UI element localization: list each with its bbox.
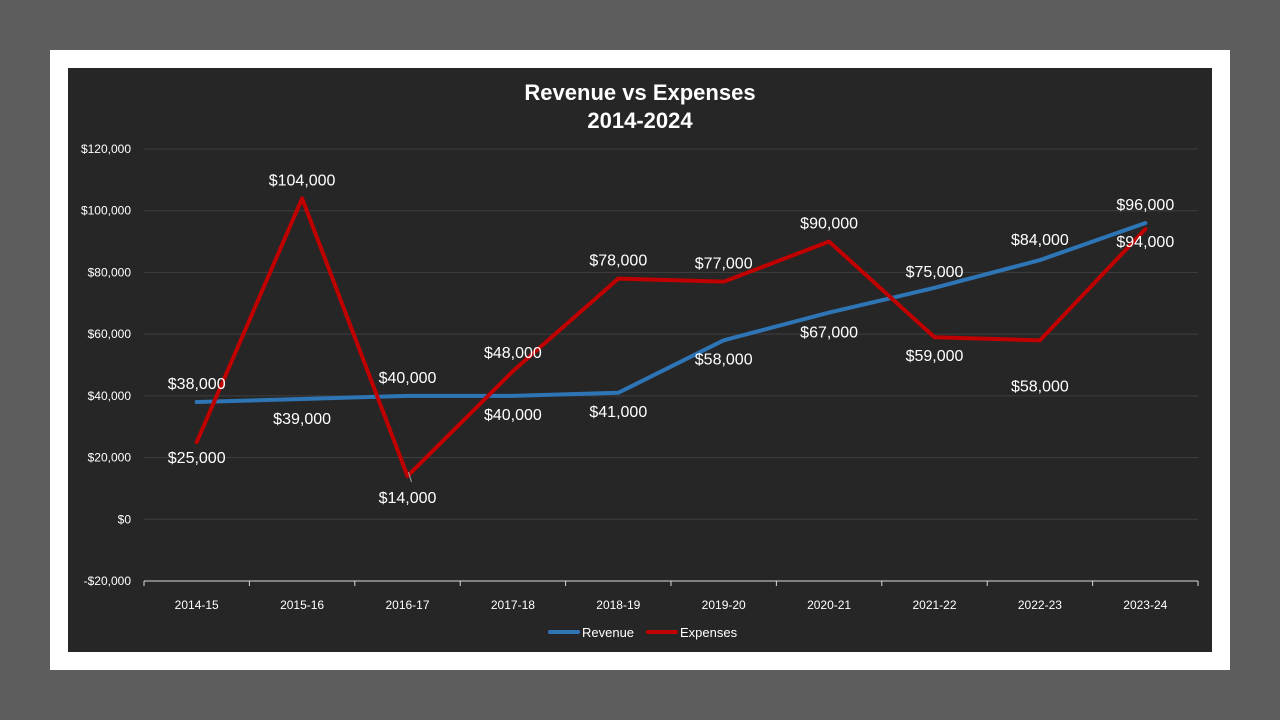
x-axis: 2014-15 2015-16 2016-17 2017-18 2018-19 2019-… [143,580,1199,612]
y-tick-label: -$20,000 [84,574,132,588]
gridlines [144,148,1198,520]
chart-frame: Revenue vs Expenses 2014-2024 -$20,000 $0… [50,50,1230,670]
data-label-revenue: $96,000 [1116,197,1174,214]
y-tick-label: $40,000 [88,389,132,403]
line-chart: Revenue vs Expenses 2014-2024 -$20,000 $0… [81,80,1199,640]
x-tick-label: 2022-23 [1018,598,1062,612]
data-label-revenue: $41,000 [589,404,647,421]
x-tick-label: 2023-24 [1123,598,1167,612]
chart-title: Revenue vs Expenses [524,80,755,105]
data-label-revenue: $58,000 [695,351,753,368]
y-tick-label: $100,000 [81,204,131,218]
data-label-revenue: $84,000 [1011,232,1069,249]
data-label-expenses: $104,000 [269,172,336,189]
data-label-expenses: $78,000 [589,253,647,270]
data-label-expenses: $58,000 [1011,378,1069,395]
data-label-expenses: $48,000 [484,345,542,362]
y-axis: -$20,000 $0 $20,000 $40,000 $60,000 $80,000 $1… [81,142,131,588]
data-label-expenses: $25,000 [168,450,226,467]
data-label-expenses: $59,000 [906,348,964,365]
data-labels: $38,000 $39,000 $40,000 $40,000 $41,000 $58,0… [168,172,1175,507]
x-tick-label: 2019-20 [702,598,746,612]
x-tick-label: 2021-22 [912,598,956,612]
data-label-revenue: $38,000 [168,376,226,393]
chart-area: Revenue vs Expenses 2014-2024 -$20,000 $0… [68,68,1212,652]
y-tick-label: $20,000 [88,451,132,465]
x-tick-label: 2014-15 [175,598,219,612]
x-tick-label: 2018-19 [596,598,640,612]
data-label-revenue: $40,000 [379,370,437,387]
data-label-expenses: $14,000 [379,490,437,507]
data-label-revenue: $39,000 [273,411,331,428]
label-leader-line [408,471,412,483]
legend-label-revenue: Revenue [582,625,634,640]
y-tick-label: $60,000 [88,327,132,341]
x-tick-label: 2017-18 [491,598,535,612]
legend-label-expenses: Expenses [680,625,738,640]
series-line-expenses [194,196,1148,479]
chart-subtitle: 2014-2024 [587,108,693,133]
data-label-expenses: $90,000 [800,216,858,233]
x-tick-label: 2016-17 [385,598,429,612]
y-tick-label: $0 [118,512,132,526]
data-label-revenue: $75,000 [906,264,964,281]
data-label-revenue: $67,000 [800,325,858,342]
legend: Revenue Expenses [548,625,738,640]
series [194,196,1148,479]
x-tick-label: 2015-16 [280,598,324,612]
y-tick-label: $120,000 [81,142,131,156]
data-label-expenses: $94,000 [1116,234,1174,251]
data-label-expenses: $77,000 [695,256,753,273]
x-tick-label: 2020-21 [807,598,851,612]
data-label-revenue: $40,000 [484,407,542,424]
series-line-revenue [194,221,1148,405]
y-tick-label: $80,000 [88,265,132,279]
